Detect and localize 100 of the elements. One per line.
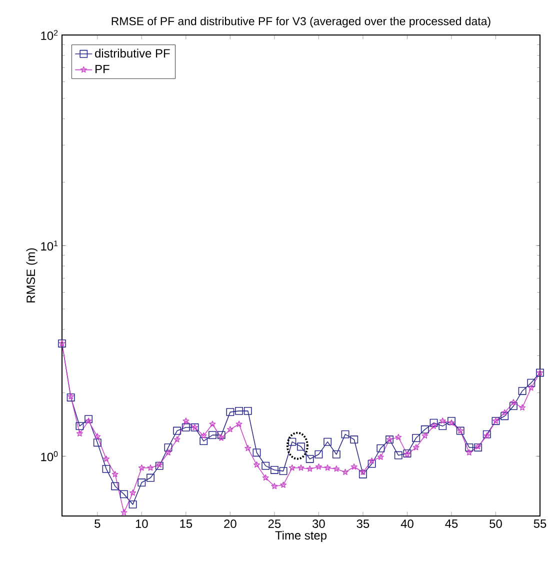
point [236, 420, 242, 427]
point [412, 434, 420, 442]
point [94, 433, 101, 440]
point [448, 419, 455, 426]
x-tick-label: 55 [534, 520, 546, 528]
point [377, 454, 384, 460]
x-tick-label: 10 [136, 520, 148, 528]
point [342, 468, 349, 475]
point [200, 432, 207, 439]
point [438, 422, 447, 430]
x-tick-label: 50 [490, 520, 502, 528]
point [164, 443, 172, 452]
legend-label: PF [96, 64, 110, 74]
point [422, 432, 428, 439]
point [519, 404, 526, 410]
x-tick-label: 5 [94, 520, 100, 528]
y-tick-label: 10$^{2}$ [41, 30, 58, 40]
point [360, 468, 366, 475]
point [244, 406, 252, 415]
x-tick-label: 40 [400, 520, 414, 528]
point [120, 490, 128, 498]
point [466, 449, 472, 456]
x-tick-label: 15 [180, 520, 192, 528]
point [130, 489, 136, 496]
y-tick-label: 10$^{1}$ [41, 240, 58, 251]
point [306, 466, 314, 472]
point [394, 451, 402, 460]
point [128, 500, 137, 508]
point [182, 418, 190, 424]
point [252, 448, 261, 457]
point [341, 430, 350, 438]
point [430, 418, 438, 427]
point [209, 420, 216, 427]
point [208, 431, 216, 440]
point [138, 464, 145, 471]
point [138, 478, 146, 486]
point [280, 482, 287, 488]
point [358, 470, 367, 478]
point [395, 434, 402, 440]
x-tick-label: 35 [356, 520, 370, 528]
point [217, 431, 226, 440]
point [333, 466, 340, 472]
point [527, 378, 536, 387]
point [84, 415, 93, 424]
point [430, 422, 438, 429]
point [510, 399, 517, 406]
point [420, 425, 429, 434]
point [412, 444, 420, 450]
point [288, 464, 296, 471]
point [262, 474, 269, 481]
point [173, 426, 182, 435]
point [279, 467, 288, 476]
x-tick-label: 30 [312, 520, 325, 528]
x-tick-label: 20 [224, 520, 236, 528]
point [76, 422, 84, 430]
point [315, 463, 322, 470]
point [288, 438, 296, 446]
point [324, 438, 332, 446]
point [270, 466, 278, 474]
point [120, 509, 128, 516]
point [165, 449, 172, 456]
y-axis-title: RMSE (m) [26, 248, 38, 302]
point [262, 462, 270, 470]
point [350, 436, 358, 444]
point [528, 384, 534, 391]
point [244, 444, 252, 452]
point [226, 426, 234, 432]
point [112, 470, 118, 478]
point [226, 408, 234, 416]
x-tick-label: 45 [445, 520, 458, 528]
point [368, 457, 376, 464]
point [218, 434, 225, 441]
point [76, 430, 83, 436]
point [103, 456, 110, 462]
point [509, 402, 518, 410]
x-tick-label: 25 [268, 520, 281, 528]
y-tick-label: 10$^{0}$ [41, 451, 58, 462]
point [146, 474, 155, 482]
point [200, 437, 208, 446]
point [298, 464, 304, 471]
point [314, 450, 323, 458]
point [271, 482, 278, 490]
point [324, 464, 331, 471]
point [500, 412, 509, 420]
point [111, 482, 120, 490]
point [254, 461, 260, 468]
point [350, 463, 358, 470]
point [518, 386, 526, 395]
point [368, 460, 376, 468]
point [439, 418, 446, 424]
point [376, 444, 385, 452]
point [448, 416, 456, 425]
point [102, 464, 110, 473]
point [332, 450, 340, 458]
point [465, 443, 474, 452]
legend-label: distributive PF [95, 48, 170, 58]
point [235, 406, 244, 415]
point [501, 409, 508, 416]
point [174, 436, 180, 442]
point [306, 454, 314, 463]
